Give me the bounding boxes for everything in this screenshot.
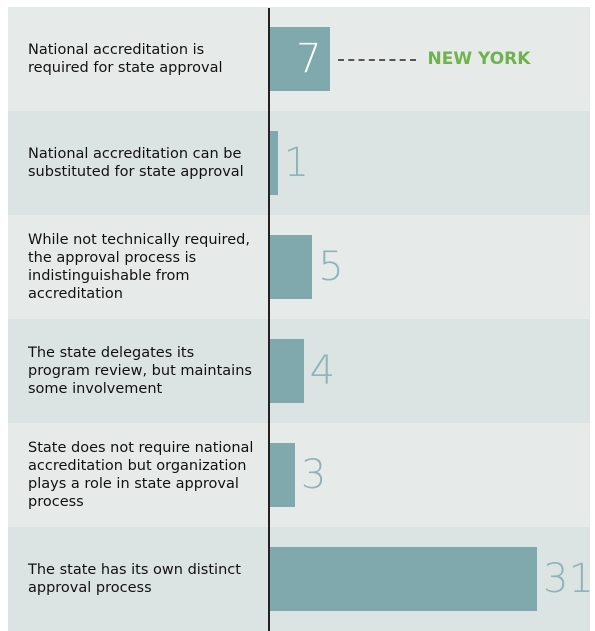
row: State does not require national accredit… bbox=[8, 423, 590, 527]
value-label: 3 bbox=[300, 452, 327, 498]
bar bbox=[269, 547, 537, 611]
value-label: 1 bbox=[283, 140, 310, 186]
category-label: The state delegates its program review, … bbox=[28, 345, 252, 397]
category-label: State does not require national accredit… bbox=[28, 440, 254, 510]
value-label: 4 bbox=[309, 348, 336, 394]
bar bbox=[269, 235, 313, 299]
value-label: 31 bbox=[543, 556, 594, 602]
row: While not technically required, the appr… bbox=[8, 215, 590, 319]
annotation: NEW YORK bbox=[427, 49, 531, 69]
bar bbox=[269, 339, 304, 403]
row: National accreditation can be substitute… bbox=[8, 111, 590, 215]
leader-line bbox=[337, 59, 416, 61]
bar bbox=[269, 443, 295, 507]
row: The state delegates its program review, … bbox=[8, 319, 590, 423]
category-label: The state has its own distinct approval … bbox=[28, 562, 241, 596]
value-label: 5 bbox=[318, 244, 344, 290]
axis-line bbox=[268, 8, 270, 631]
value-label: 7 bbox=[296, 36, 322, 82]
category-label: National accreditation is required for s… bbox=[28, 42, 223, 76]
bar bbox=[269, 131, 278, 195]
row: The state has its own distinct approval … bbox=[8, 527, 594, 631]
row: National accreditation is required for s… bbox=[8, 7, 590, 111]
bar bbox=[269, 27, 330, 91]
category-label: National accreditation can be substitute… bbox=[28, 146, 244, 180]
category-label: While not technically required, the appr… bbox=[28, 232, 250, 302]
